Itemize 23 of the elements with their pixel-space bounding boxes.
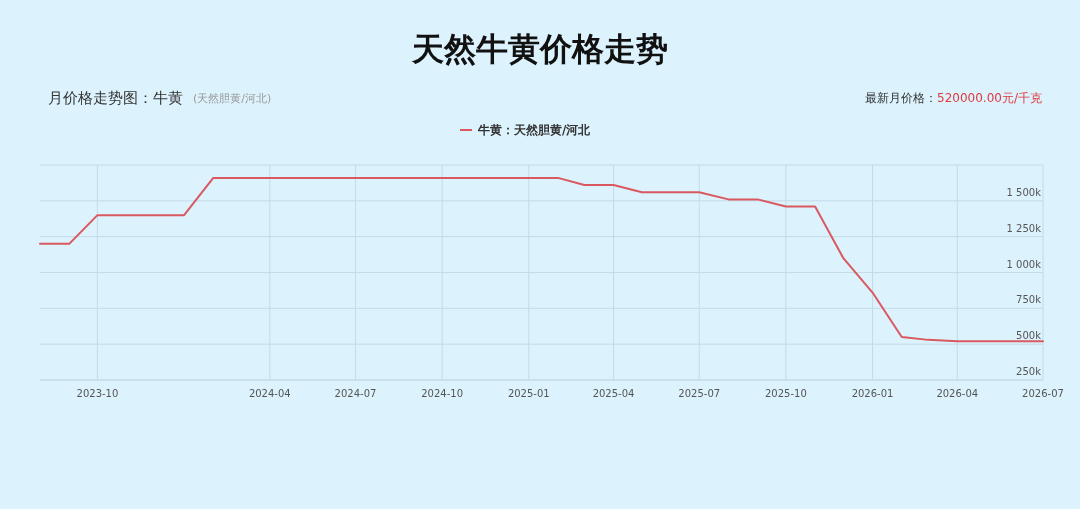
x-tick-label: 2025-10 (764, 388, 807, 399)
x-tick-label: 2026-01 (851, 388, 894, 399)
x-tick-label: 2024-07 (334, 388, 377, 399)
x-tick-label: 2024-10 (421, 388, 464, 399)
text: 最新月价格： (865, 91, 938, 105)
legend: 牛黄：天然胆黄/河北 (459, 123, 591, 137)
y-tick-label: 1 250k (1006, 222, 1042, 234)
text: 520000.00元/千克 (937, 91, 1042, 105)
y-tick-label: 1 500k (1006, 186, 1042, 198)
chart-subtitle: 月价格走势图：牛黄 (48, 89, 183, 107)
chart-title: 天然牛黄价格走势 (411, 30, 668, 68)
x-tick-label: 2024-04 (248, 388, 291, 399)
x-tick-label: 2026-07 (1022, 388, 1064, 399)
x-tick-label: 2025-07 (678, 388, 721, 399)
x-tick-label: 2025-04 (592, 388, 635, 399)
x-tick-label: 2023-10 (76, 388, 119, 399)
x-tick-label: 2025-01 (507, 388, 550, 399)
text: (天然胆黄/河北) (193, 92, 272, 105)
y-tick-label: 750k (1016, 294, 1042, 306)
y-tick-label: 500k (1016, 330, 1042, 342)
x-tick-label: 2026-04 (936, 388, 979, 399)
y-tick-label: 250k (1016, 366, 1042, 377)
y-tick-label: 1 000k (1006, 258, 1042, 270)
